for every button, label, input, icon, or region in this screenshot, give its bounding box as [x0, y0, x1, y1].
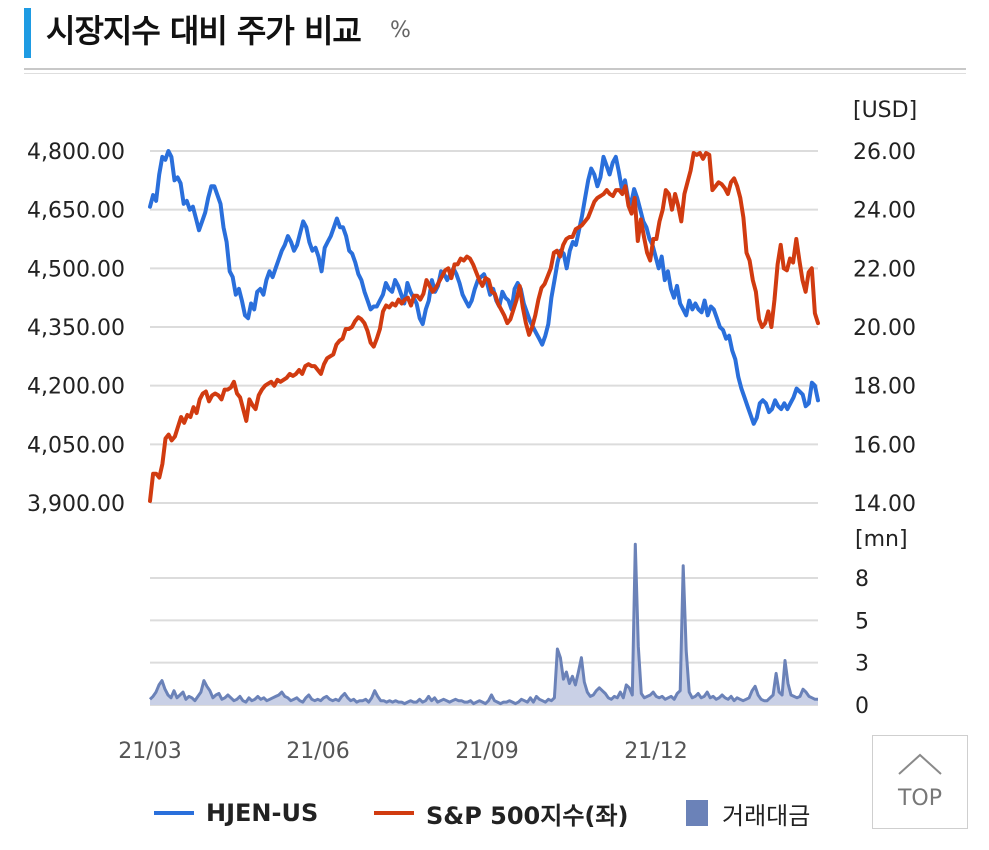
right-axis-tick: 26.00	[853, 140, 916, 165]
x-axis-tick: 21/06	[286, 739, 349, 764]
left-axis-tick: 4,200.00	[27, 375, 125, 400]
legend-item-volume: 거래대금	[686, 793, 810, 833]
legend-label-volume: 거래대금	[722, 801, 811, 830]
legend-item-stock: HJEN-US	[154, 793, 318, 833]
volume-axis-tick: 8	[855, 567, 869, 592]
title-unit: %	[390, 18, 411, 43]
right-axis-unit: [USD]	[853, 98, 917, 123]
right-axis: [USD] 26.00 24.00 22.00 20.00 18.00 16.00 14.0…	[853, 98, 917, 517]
right-axis-tick: 18.00	[853, 375, 916, 400]
price-comparison-chart: 4,800.00 4,650.00 4,500.00 4,350.00 4,200.00…	[27, 98, 917, 764]
volume-axis-tick: 0	[855, 694, 869, 719]
page-title: 시장지수 대비 주가 비교	[46, 12, 362, 50]
legend-item-index: S&P 500지수(좌)	[374, 793, 628, 833]
scroll-to-top-label: TOP	[897, 786, 943, 811]
right-axis-tick: 24.00	[853, 199, 916, 224]
volume-area-fill	[150, 544, 818, 705]
volume-axis-unit: [mn]	[855, 527, 908, 552]
chart-header: 시장지수 대비 주가 비교 %	[0, 0, 989, 75]
price-grid	[150, 150, 818, 504]
legend-label-index: S&P 500지수(좌)	[426, 801, 629, 830]
volume-axis-tick: 5	[855, 609, 869, 634]
x-axis-tick: 21/03	[118, 739, 181, 764]
x-axis: 21/03 21/06 21/09 21/12	[118, 739, 687, 764]
sp500-line	[148, 151, 820, 503]
header-divider	[24, 68, 966, 70]
left-axis-tick: 3,900.00	[27, 492, 125, 517]
legend-swatch-index	[374, 811, 414, 815]
legend-swatch-stock	[154, 811, 194, 815]
right-axis-tick: 22.00	[853, 257, 916, 282]
volume-axis-tick: 3	[855, 652, 869, 677]
volume-area	[148, 542, 818, 706]
left-axis-tick: 4,800.00	[27, 140, 125, 165]
header-divider-secondary	[24, 73, 966, 74]
left-axis: 4,800.00 4,650.00 4,500.00 4,350.00 4,200.00…	[27, 140, 125, 517]
left-axis-tick: 4,350.00	[27, 316, 125, 341]
right-axis-tick: 14.00	[853, 492, 916, 517]
volume-line	[148, 542, 818, 706]
left-axis-tick: 4,050.00	[27, 433, 125, 458]
volume-axis: [mn] 8 5 3 0	[855, 527, 908, 719]
legend-swatch-volume	[686, 800, 708, 826]
series-lines	[148, 149, 820, 503]
right-axis-tick: 20.00	[853, 316, 916, 341]
x-axis-tick: 21/12	[624, 739, 687, 764]
left-axis-tick: 4,500.00	[27, 257, 125, 282]
scroll-to-top-button[interactable]: TOP	[872, 735, 968, 829]
chevron-up-icon	[898, 753, 942, 775]
title-accent-bar	[24, 8, 31, 58]
right-axis-tick: 16.00	[853, 433, 916, 458]
legend-label-stock: HJEN-US	[206, 799, 319, 827]
left-axis-tick: 4,650.00	[27, 199, 125, 224]
x-axis-tick: 21/09	[455, 739, 518, 764]
hjen-line	[148, 149, 820, 426]
volume-grid	[150, 577, 818, 706]
